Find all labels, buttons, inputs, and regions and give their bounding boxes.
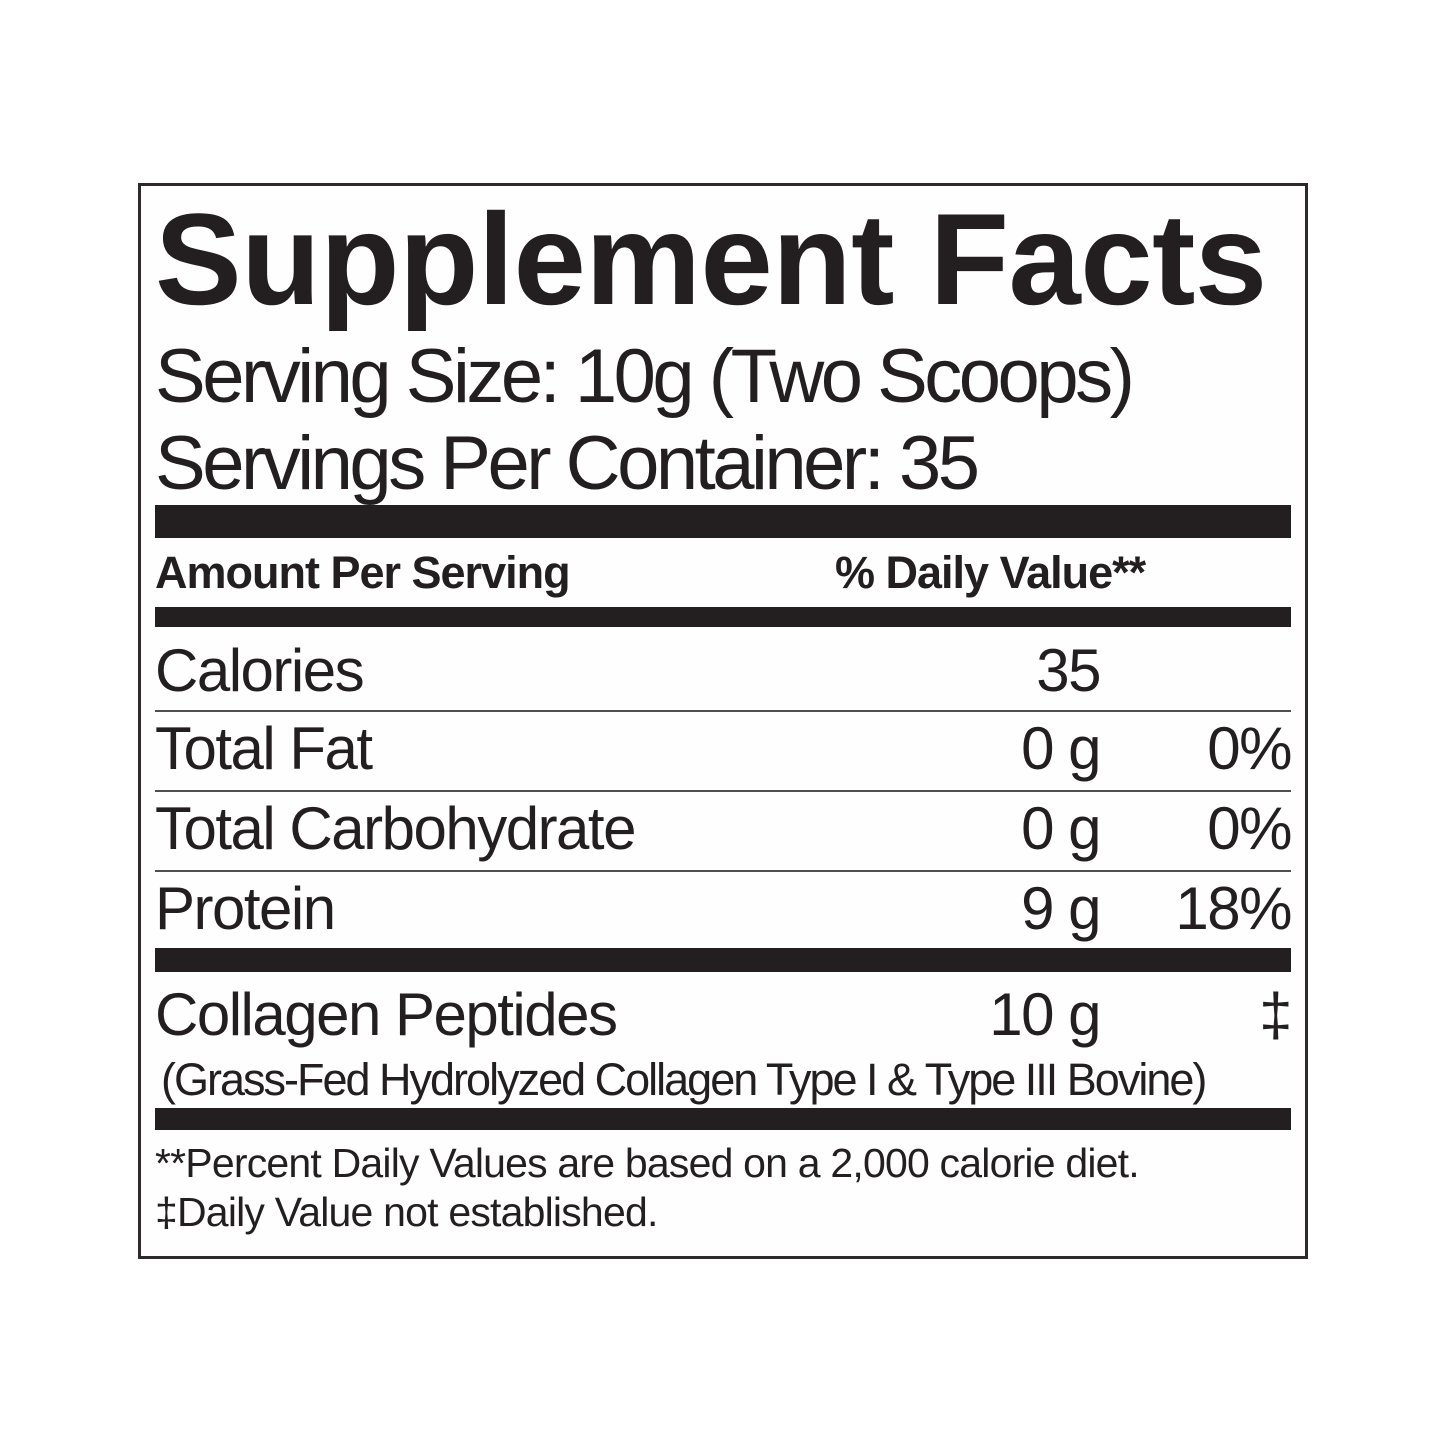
ingredient-amount: 10 g	[989, 981, 1101, 1048]
thick-divider-bar-top	[155, 505, 1291, 538]
nutrient-name: Calories	[155, 637, 365, 704]
nutrient-name: Protein	[155, 875, 336, 942]
nutrient-amount: 0 g	[1021, 795, 1101, 862]
nutrient-dv: 18%	[1175, 875, 1292, 942]
label-title: Supplement Facts	[155, 186, 1267, 332]
row-separator-line	[155, 790, 1291, 792]
supplement-facts-label: Supplement Facts Serving Size: 10g (Two …	[138, 183, 1308, 1259]
nutrient-amount: 35	[1036, 637, 1101, 704]
nutrient-dv: 0%	[1207, 715, 1292, 782]
ingredient-description: (Grass-Fed Hydrolyzed Collagen Type I & …	[161, 1054, 1207, 1105]
amount-per-serving-header: Amount Per Serving	[155, 547, 571, 598]
thick-divider-bar-header	[155, 607, 1291, 627]
nutrient-amount: 0 g	[1021, 715, 1101, 782]
thick-divider-bar-middle	[155, 948, 1291, 972]
nutrient-amount: 9 g	[1021, 875, 1101, 942]
nutrient-row-protein: Protein 9 g 18%	[155, 875, 1292, 942]
ingredient-dv-dagger: ‡	[1259, 981, 1292, 1048]
nutrient-row-total-fat: Total Fat 0 g 0%	[155, 715, 1292, 782]
nutrient-dv: 0%	[1207, 795, 1292, 862]
nutrient-row-calories: Calories 35	[155, 641, 1291, 703]
row-separator-line	[155, 870, 1291, 872]
column-header-row: Amount Per Serving % Daily Value**	[155, 550, 1291, 595]
ingredient-name: Collagen Peptides	[155, 981, 618, 1048]
servings-per-container-line: Servings Per Container: 35	[155, 421, 980, 506]
row-separator-line	[155, 710, 1291, 712]
ingredient-row-collagen-peptides: Collagen Peptides 10 g ‡	[155, 981, 1292, 1048]
serving-size-line: Serving Size: 10g (Two Scoops)	[155, 334, 1135, 419]
nutrient-name: Total Fat	[155, 715, 373, 782]
footnote-daily-values: **Percent Daily Values are based on a 2,…	[155, 1140, 1140, 1186]
nutrient-name: Total Carbohydrate	[155, 795, 636, 862]
daily-value-header: % Daily Value**	[835, 547, 1146, 598]
footnote-dv-not-established: ‡Daily Value not established.	[155, 1189, 658, 1235]
thick-divider-bar-bottom	[155, 1108, 1291, 1130]
nutrient-row-total-carbohydrate: Total Carbohydrate 0 g 0%	[155, 795, 1292, 862]
